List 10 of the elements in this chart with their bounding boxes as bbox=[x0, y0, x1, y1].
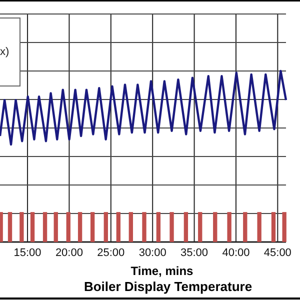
x-tick-label: 35:00 bbox=[180, 246, 208, 259]
text: Boiler Display Temperature bbox=[84, 279, 252, 294]
x-tick-label: 20:00 bbox=[55, 246, 83, 259]
x-axis-title: Time, mins bbox=[130, 264, 194, 278]
x-tick-label: 25:00 bbox=[97, 246, 125, 259]
x-tick-label: 30:00 bbox=[138, 246, 166, 259]
x-tick-label: 45:00 bbox=[264, 246, 292, 259]
x-tick-label: 15:00 bbox=[14, 246, 42, 259]
x-tick-label: 40:00 bbox=[222, 246, 250, 259]
text: x) bbox=[0, 46, 10, 58]
